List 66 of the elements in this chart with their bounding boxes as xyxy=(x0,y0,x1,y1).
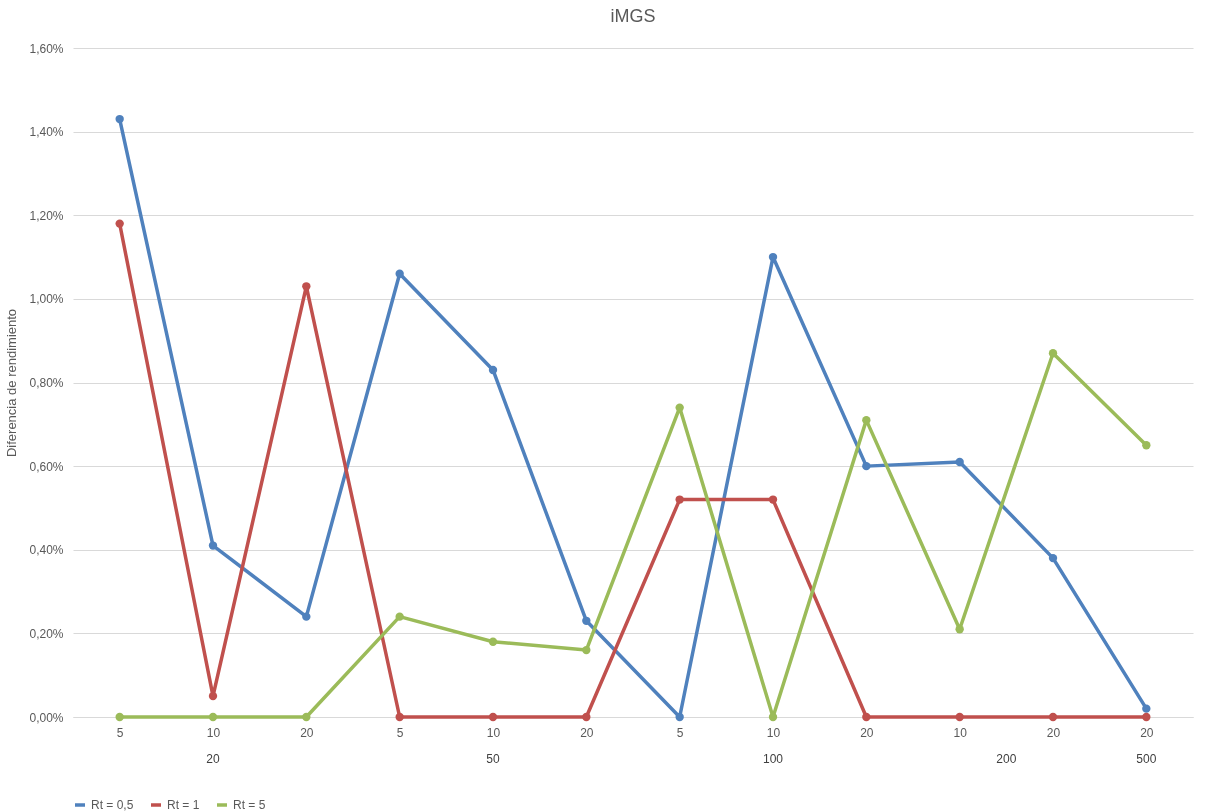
x-tick-label: 20 xyxy=(860,725,874,740)
point xyxy=(862,461,871,471)
point xyxy=(488,712,498,722)
point xyxy=(302,712,311,722)
x-tick-label: 20 xyxy=(300,725,314,740)
x-tick-label: 10 xyxy=(486,725,501,740)
y-tick-label: 0,20% xyxy=(29,626,64,641)
point xyxy=(1142,704,1151,713)
point xyxy=(862,712,871,722)
point xyxy=(488,365,498,375)
point xyxy=(208,712,218,722)
y-tick-label: 1,00% xyxy=(29,292,64,307)
point xyxy=(1048,553,1058,563)
point xyxy=(115,219,124,228)
legend-label: Rt = 0,5 xyxy=(91,798,134,812)
text: 200 xyxy=(996,752,1017,766)
point xyxy=(208,691,218,701)
x-tick-label: 5 xyxy=(676,725,684,740)
y-tick-label: 0,40% xyxy=(29,543,64,558)
point xyxy=(208,541,218,550)
point xyxy=(675,495,684,504)
point xyxy=(768,495,778,504)
point xyxy=(675,712,684,722)
x-tick-label: 10 xyxy=(953,725,968,740)
point xyxy=(862,415,871,425)
point xyxy=(955,625,964,634)
y-tick-label: 0,60% xyxy=(29,459,64,474)
point xyxy=(395,712,404,722)
point xyxy=(1142,441,1151,450)
y-tick-label: 0,00% xyxy=(29,710,64,725)
text: 20 xyxy=(206,752,220,766)
x-tick-label: 5 xyxy=(396,725,404,740)
point xyxy=(768,252,778,262)
y-axis-title: Diferencia de rendimiento xyxy=(4,308,20,458)
point xyxy=(115,114,124,124)
y-tick-label: 0,80% xyxy=(29,376,64,390)
point xyxy=(395,269,404,278)
point xyxy=(582,645,591,655)
point xyxy=(115,712,124,722)
legend-label: Rt = 1 xyxy=(167,798,200,812)
x-tick-label: 20 xyxy=(580,725,594,740)
y-tick-label: 1,20% xyxy=(29,208,64,223)
point xyxy=(395,612,404,621)
text: 500 xyxy=(1136,752,1157,766)
x-tick-label: 20 xyxy=(1140,725,1154,740)
legend-label: Rt = 5 xyxy=(233,798,266,812)
point xyxy=(955,457,964,467)
y-tick-label: 1,60% xyxy=(29,41,64,56)
point xyxy=(582,616,591,626)
point xyxy=(302,612,311,621)
x-tick-label: 5 xyxy=(116,725,124,740)
y-tick-label: 1,40% xyxy=(29,125,64,140)
point xyxy=(1048,712,1058,722)
point xyxy=(302,282,311,291)
text: 100 xyxy=(762,752,784,766)
x-tick-label: 20 xyxy=(1046,725,1061,740)
point xyxy=(1142,712,1151,722)
chart-title: iMGS xyxy=(610,6,656,26)
point xyxy=(1048,349,1058,358)
point xyxy=(488,637,498,646)
point xyxy=(955,712,964,722)
x-tick-label: 10 xyxy=(766,725,781,740)
point xyxy=(675,403,684,412)
x-tick-label: 10 xyxy=(206,725,221,740)
text: 50 xyxy=(486,752,500,766)
point xyxy=(582,712,591,722)
